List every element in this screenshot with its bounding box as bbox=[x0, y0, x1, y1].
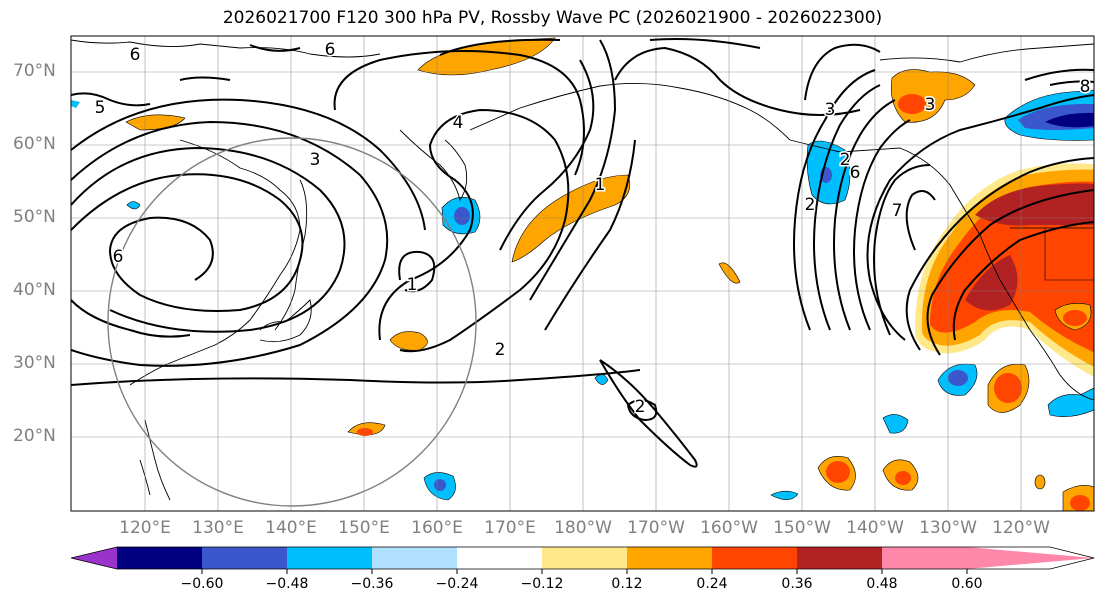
colorbar-tick-label: 0.60 bbox=[951, 576, 983, 592]
contour-label: 6 bbox=[850, 163, 861, 183]
lon-label: 160°W bbox=[700, 518, 758, 538]
lat-label: 70°N bbox=[13, 61, 56, 81]
colorbar-extend-low bbox=[71, 547, 117, 569]
pv-contours bbox=[71, 38, 1094, 468]
lon-label: 130°E bbox=[192, 518, 244, 538]
contour-labels: 6 5 6 3 4 1 2 3 1 6 2 6 7 3 2 2 8 bbox=[93, 39, 1092, 419]
colorbar-tick-label: −0.12 bbox=[520, 576, 564, 592]
region-circle bbox=[107, 137, 477, 507]
contour-label: 4 bbox=[453, 113, 464, 133]
colorbar-tick-label: −0.60 bbox=[180, 576, 224, 592]
contour-label: 3 bbox=[310, 150, 321, 170]
colorbar-bin bbox=[372, 547, 457, 569]
lon-label: 180°W bbox=[554, 518, 612, 538]
colorbar-bin bbox=[542, 547, 627, 569]
lat-label: 30°N bbox=[13, 353, 56, 373]
lon-label: 120°W bbox=[992, 518, 1050, 538]
lon-label: 170°E bbox=[484, 518, 536, 538]
contour-label: 2 bbox=[635, 397, 646, 417]
contour-label: 2 bbox=[495, 340, 506, 360]
colorbar-extend-high bbox=[967, 547, 1094, 569]
lon-label: 150°E bbox=[338, 518, 390, 538]
contour-label: 2 bbox=[840, 150, 851, 170]
colorbar-tick-label: 0.36 bbox=[781, 576, 813, 592]
lon-label: 140°E bbox=[265, 518, 317, 538]
contour-label: 5 bbox=[95, 98, 106, 118]
colorbar-bin bbox=[882, 547, 967, 569]
lat-label: 40°N bbox=[13, 280, 56, 300]
colorbar-bin bbox=[287, 547, 372, 569]
lon-label: 170°W bbox=[627, 518, 685, 538]
contour-label: 8 bbox=[1080, 77, 1091, 97]
positive-anomaly-shading bbox=[125, 37, 1094, 511]
gridlines bbox=[71, 36, 1094, 511]
contour-label: 6 bbox=[325, 40, 336, 60]
colorbar-tick-label: −0.24 bbox=[435, 576, 479, 592]
lon-label: 120°E bbox=[119, 518, 171, 538]
colorbar-tick-label: 0.48 bbox=[866, 576, 898, 592]
contour-label: 1 bbox=[407, 275, 418, 295]
lat-label: 50°N bbox=[13, 207, 56, 227]
colorbar-tick-label: 0.12 bbox=[611, 576, 643, 592]
lon-label: 150°W bbox=[773, 518, 831, 538]
contour-label: 3 bbox=[925, 95, 936, 115]
colorbar-bin bbox=[797, 547, 882, 569]
contour-label: 6 bbox=[130, 45, 141, 65]
lat-label: 60°N bbox=[13, 134, 56, 154]
contour-label: 3 bbox=[825, 100, 836, 120]
colorbar-tick-label: −0.36 bbox=[350, 576, 394, 592]
map-frame bbox=[70, 35, 1095, 512]
map-title: 2026021700 F120 300 hPa PV, Rossby Wave … bbox=[222, 8, 883, 28]
colorbar-tick-label: −0.48 bbox=[265, 576, 309, 592]
us-state-border bbox=[1044, 228, 1094, 281]
contour-label: 6 bbox=[113, 247, 124, 267]
contour-label: 2 bbox=[805, 195, 816, 215]
contour-label: 7 bbox=[892, 201, 903, 221]
lat-label: 20°N bbox=[13, 426, 56, 446]
colorbar-bin bbox=[202, 547, 287, 569]
colorbar-tick-label: 0.24 bbox=[696, 576, 728, 592]
colorbar-bin bbox=[457, 547, 542, 569]
contour-label: 1 bbox=[595, 175, 606, 195]
colorbar-bin bbox=[627, 547, 712, 569]
lon-label: 160°E bbox=[411, 518, 463, 538]
colorbar bbox=[70, 546, 1095, 574]
colorbar-bin bbox=[712, 547, 797, 569]
colorbar-bin bbox=[117, 547, 202, 569]
lon-label: 140°W bbox=[846, 518, 904, 538]
lon-label: 130°W bbox=[919, 518, 977, 538]
